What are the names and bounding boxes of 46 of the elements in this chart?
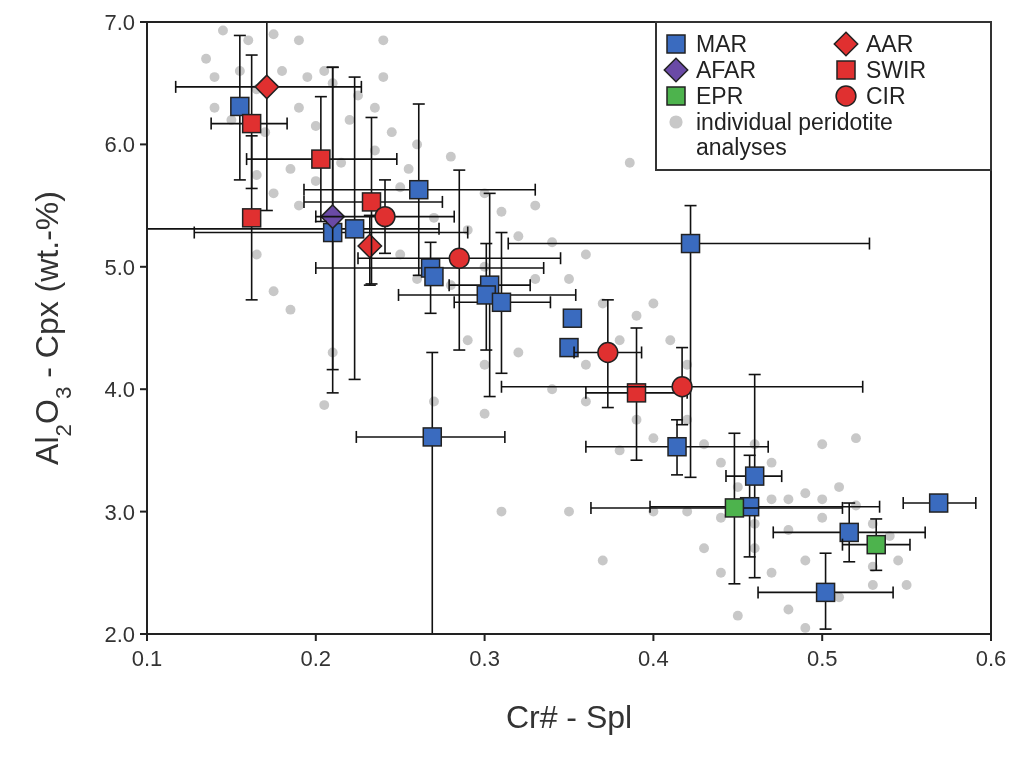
legend-label: AAR: [866, 31, 914, 57]
point: [680, 233, 701, 254]
x-tick-label: 0.3: [469, 646, 500, 671]
point: [448, 247, 470, 269]
y-tick-label: 7.0: [104, 10, 135, 35]
y-tick-label: 2.0: [104, 622, 135, 647]
x-tick-label: 0.1: [131, 646, 163, 671]
point: [241, 208, 262, 228]
y-tick-label: 6.0: [104, 132, 135, 158]
x-tick-label: 0.5: [806, 646, 838, 671]
point: [559, 337, 579, 358]
legend-label: AFAR: [696, 57, 757, 83]
y-tick-label: 3.0: [104, 499, 135, 525]
point: [724, 498, 745, 518]
point: [311, 149, 331, 169]
point: [671, 376, 693, 398]
point: [230, 96, 250, 117]
point: [409, 179, 429, 200]
legend-label: CIR: [866, 83, 906, 109]
point: [491, 292, 512, 313]
point: [374, 205, 396, 228]
point: [361, 192, 382, 212]
point: [320, 204, 346, 230]
y-tick-label: 4.0: [104, 377, 135, 403]
point: [424, 266, 444, 287]
y-tick-label: 5.0: [104, 254, 135, 280]
point: [839, 522, 859, 543]
point: [928, 493, 949, 513]
legend-label: MAR: [696, 31, 748, 57]
point: [667, 436, 687, 457]
point: [422, 427, 443, 447]
point: [562, 308, 583, 328]
x-tick-label: 0.2: [300, 646, 332, 671]
point: [815, 582, 836, 603]
point: [866, 534, 886, 555]
point: [344, 219, 365, 239]
legend-label: SWIR: [866, 57, 927, 83]
x-tick-label: 0.4: [638, 646, 669, 671]
legend-label: individual peridotite analyses: [696, 109, 893, 160]
point: [254, 74, 280, 100]
legend-label: EPR: [696, 83, 744, 109]
point: [597, 341, 619, 364]
x-tick-label: 0.6: [975, 646, 1007, 671]
point: [241, 113, 262, 134]
x-axis-title: Cr# - Spl: [505, 699, 633, 735]
point: [744, 466, 765, 486]
